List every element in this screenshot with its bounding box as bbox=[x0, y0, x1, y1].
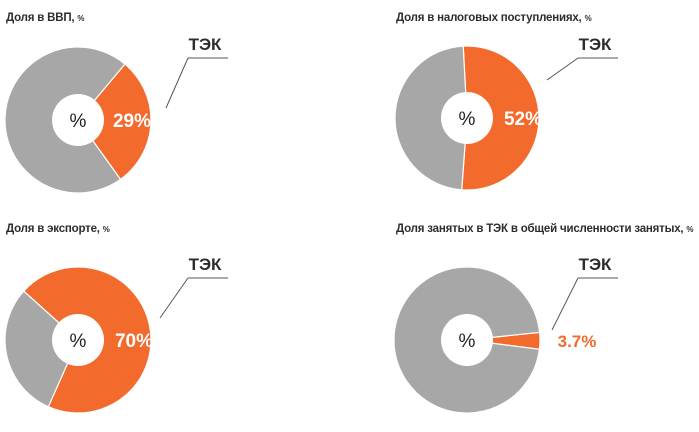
panel-title-gdp: Доля в ВВП, % bbox=[6, 12, 85, 24]
pie-tax-center-hole bbox=[441, 92, 493, 144]
pie-employment-center-hole bbox=[441, 314, 493, 366]
pie-gdp-callout-line bbox=[165, 57, 189, 109]
pie-employment-slice-label: 3.7% bbox=[558, 332, 597, 351]
pie-export-center-hole bbox=[52, 314, 104, 366]
pie-employment-callout-label: ТЭК bbox=[579, 255, 612, 274]
pie-gdp-center-hole bbox=[52, 94, 104, 146]
panel-title-export-unit: % bbox=[102, 225, 110, 234]
pie-tax-center-label: % bbox=[459, 109, 476, 130]
pie-tax-slice-label: 52% bbox=[504, 109, 542, 130]
panel-title-gdp-unit: % bbox=[77, 14, 85, 23]
pie-export-slice-other bbox=[4, 290, 79, 408]
pie-gdp-slice-tek bbox=[77, 63, 152, 181]
pie-export-callout-label: ТЭК bbox=[189, 255, 222, 274]
pie-export-center-label: % bbox=[70, 331, 87, 352]
panel-title-gdp-text: Доля в ВВП, bbox=[6, 12, 75, 24]
pie-export-slice-label: 70% bbox=[115, 331, 153, 352]
pie-gdp-callout-label: ТЭК bbox=[189, 35, 222, 54]
pie-employment-center-label: % bbox=[459, 331, 476, 352]
panel-title-export: Доля в экспорте, % bbox=[6, 223, 110, 235]
pie-employment-callout-line bbox=[551, 277, 579, 331]
panel-title-employment-unit: % bbox=[686, 225, 694, 234]
panel-title-tax-text: Доля в налоговых поступлениях, bbox=[396, 12, 582, 24]
pie-export-callout-line bbox=[159, 277, 189, 319]
panel-title-employment: Доля занятых в ТЭК в общей численности з… bbox=[396, 223, 694, 235]
pie-tax-callout-label: ТЭК bbox=[579, 35, 612, 54]
panel-title-tax: Доля в налоговых поступлениях, % bbox=[396, 12, 592, 24]
pie-tax-slice-other bbox=[394, 45, 468, 191]
pie-tax-callout-line bbox=[546, 57, 579, 81]
panel-title-export-text: Доля в экспорте, bbox=[6, 223, 100, 235]
panel-title-employment-text: Доля занятых в ТЭК в общей численности з… bbox=[396, 223, 684, 235]
pie-gdp-slice-label: 29% bbox=[113, 111, 151, 132]
pie-tax-slice-tek bbox=[461, 45, 540, 191]
panel-title-tax-unit: % bbox=[584, 14, 592, 23]
pie-gdp-center-label: % bbox=[70, 111, 87, 132]
